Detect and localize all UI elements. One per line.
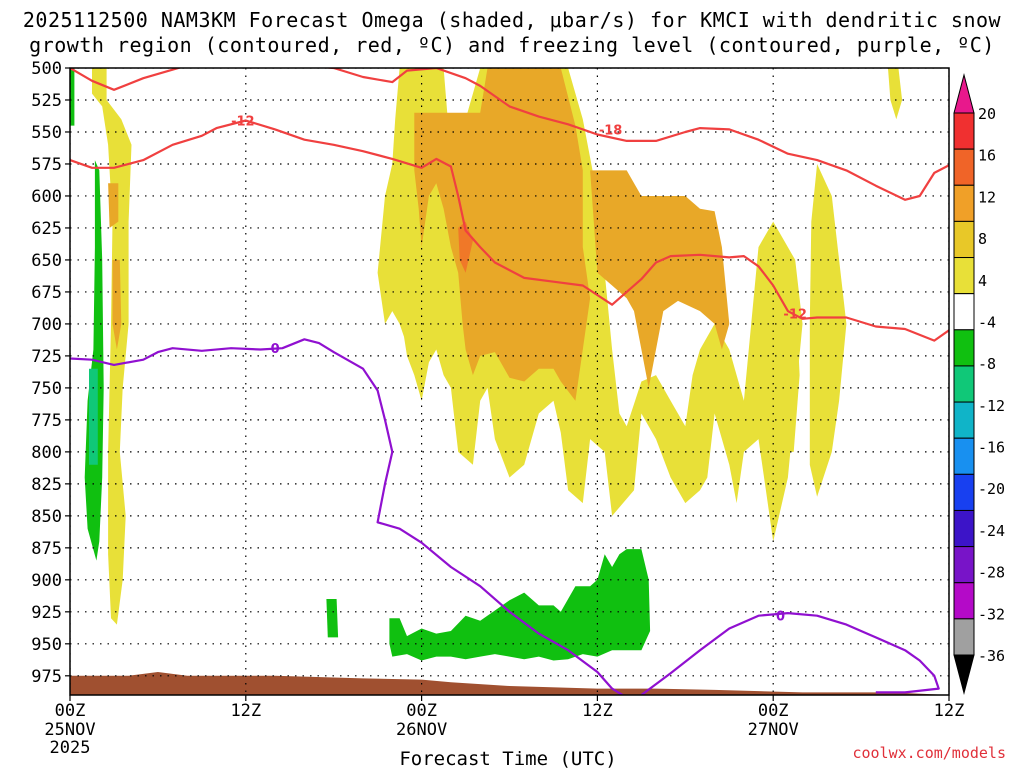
plot-frame <box>69 67 950 696</box>
colorbar-box-1 <box>953 148 975 186</box>
colorbar-label-12: -32 <box>978 605 1005 623</box>
colorbar-box-3 <box>953 220 975 259</box>
x-tick-year-0: 2025 <box>50 738 91 758</box>
colorbar-box-0 <box>953 112 975 150</box>
x-axis-label: Forecast Time (UTC) <box>399 748 616 768</box>
y-tick-label-725: 725 <box>31 347 62 367</box>
colorbar-box-2 <box>953 184 975 222</box>
colorbar-label-0: 20 <box>978 105 996 123</box>
contour-2 <box>70 338 625 695</box>
x-tick-label-12: 12Z <box>230 701 261 721</box>
contour-label-3: 0 <box>776 610 785 625</box>
omega-shade-6 <box>590 170 730 388</box>
y-tick-label-500: 500 <box>31 59 62 79</box>
y-tick-label-850: 850 <box>31 507 62 527</box>
contour-label-0: -18 <box>599 123 623 138</box>
y-tick-label-750: 750 <box>31 379 62 399</box>
x-tick-label-60: 12Z <box>934 701 965 721</box>
colorbar: 20 16 12 8 4 -4 -8 -12 -16 -20 -24 -28 -32 -36 <box>953 73 1005 695</box>
colorbar-label-8: -16 <box>978 439 1005 457</box>
contour-label-1-b: -12 <box>783 308 807 323</box>
colorbar-label-1: 16 <box>978 147 996 165</box>
x-tick-label-48: 00Z <box>758 701 789 721</box>
colorbar-box-10 <box>953 473 975 511</box>
contour-1 <box>70 119 949 342</box>
colorbar-box-6 <box>953 329 975 367</box>
y-tick-label-525: 525 <box>31 91 62 111</box>
colorbar-box-11 <box>953 509 975 548</box>
colorbar-box-8 <box>953 401 975 439</box>
omega-shade-2 <box>809 164 847 497</box>
y-tick-label-900: 900 <box>31 571 62 591</box>
colorbar-label-11: -28 <box>978 564 1005 582</box>
colorbar-label-9: -20 <box>978 480 1005 498</box>
omega-shade-11 <box>70 68 75 126</box>
contour-0 <box>70 68 949 201</box>
colorbar-label-6: -8 <box>978 355 996 373</box>
omega-shade-4 <box>783 311 800 452</box>
contour-label-2: 0 <box>271 342 280 357</box>
y-tick-label-675: 675 <box>31 283 62 303</box>
y-tick-label-600: 600 <box>31 187 62 207</box>
colorbar-label-5: -4 <box>978 313 996 331</box>
colorbar-label-13: -36 <box>978 647 1005 665</box>
y-tick-label-775: 775 <box>31 411 62 431</box>
colorbar-box-9 <box>953 437 975 475</box>
colorbar-box-4 <box>953 257 975 295</box>
y-tick-label-650: 650 <box>31 251 62 271</box>
x-tick-label-0: 00Z <box>55 701 86 721</box>
omega-shade-5 <box>414 68 591 401</box>
x-tick-date-48: 27NOV <box>748 720 799 740</box>
colorbar-label-7: -12 <box>978 397 1005 415</box>
y-tick-label-625: 625 <box>31 219 62 239</box>
contour-label-1: -12 <box>231 114 255 129</box>
colorbar-box-12 <box>953 546 975 584</box>
chart-title-line-1: 2025112500 NAM3KM Forecast Omega (shaded… <box>22 8 1002 32</box>
colorbar-box-7 <box>953 365 975 403</box>
x-tick-label-24: 00Z <box>406 701 437 721</box>
x-tick-label-36: 12Z <box>582 701 613 721</box>
plot-area: -18 -12 -12 0 0 <box>70 68 949 695</box>
colorbar-label-3: 8 <box>978 230 987 248</box>
colorbar-box-13 <box>953 582 975 620</box>
colorbar-top-arrow <box>953 73 975 114</box>
y-tick-label-800: 800 <box>31 443 62 463</box>
colorbar-label-10: -24 <box>978 522 1005 540</box>
y-tick-label-925: 925 <box>31 603 62 623</box>
colorbar-bottom-arrow <box>953 654 975 695</box>
terrain <box>70 672 949 695</box>
y-tick-label-825: 825 <box>31 475 62 495</box>
chart-title-line-2: growth region (contoured, red, ºC) and f… <box>29 33 995 57</box>
y-tick-label-975: 975 <box>31 667 62 687</box>
watermark: coolwx.com/models <box>852 744 1006 762</box>
colorbar-box-5 <box>953 293 975 331</box>
omega-shade-9 <box>108 183 119 228</box>
omega-shade-0 <box>92 68 132 625</box>
y-tick-label-950: 950 <box>31 635 62 655</box>
omega-shade-12 <box>89 368 98 465</box>
colorbar-box-14 <box>953 618 975 656</box>
colorbar-label-4: 4 <box>978 272 987 290</box>
y-tick-label-575: 575 <box>31 155 62 175</box>
omega-shade-3 <box>887 68 903 120</box>
omega-shade-14 <box>389 549 651 661</box>
x-tick-date-24: 26NOV <box>396 720 447 740</box>
y-tick-label-700: 700 <box>31 315 62 335</box>
omega-shade-8 <box>112 259 122 350</box>
y-tick-label-875: 875 <box>31 539 62 559</box>
omega-shade-13 <box>326 599 339 638</box>
colorbar-label-2: 12 <box>978 188 996 206</box>
x-tick-date-0: 25NOV <box>44 720 95 740</box>
y-tick-label-550: 550 <box>31 123 62 143</box>
contour-3 <box>640 611 940 695</box>
